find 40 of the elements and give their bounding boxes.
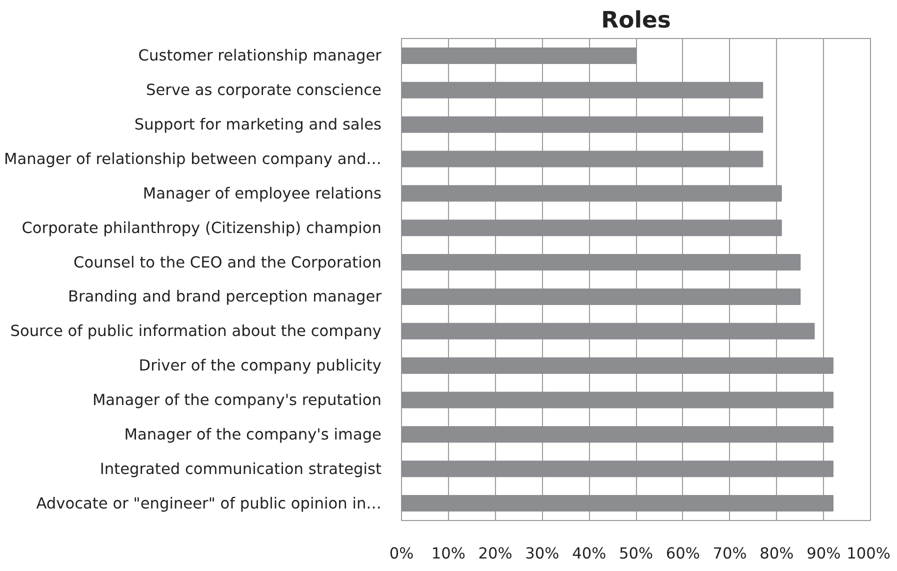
bar: [402, 322, 815, 340]
bar: [402, 150, 764, 168]
y-tick-label: Source of public information about the company: [10, 322, 382, 340]
bar: [402, 47, 636, 64]
y-tick-label: Manager of relationship between company and…: [4, 150, 382, 168]
x-tick-label: 70%: [712, 544, 747, 562]
bar: [402, 392, 834, 408]
y-tick-label: Integrated communication strategist: [100, 460, 382, 478]
y-tick-label: Manager of the company's image: [124, 425, 382, 444]
bar: [402, 116, 764, 133]
y-tick-label: Driver of the company publicity: [138, 356, 382, 375]
y-tick-label: Support for marketing and sales: [134, 116, 382, 134]
bar: [402, 82, 764, 98]
bar: [402, 254, 801, 271]
y-tick-label: Manager of the company's reputation: [92, 391, 382, 409]
y-tick-label: Advocate or "engineer" of public opinion in…: [36, 494, 382, 512]
x-tick-label: 0%: [389, 544, 414, 562]
bar: [402, 288, 801, 305]
x-tick-label: 90%: [806, 544, 841, 562]
x-tick-label: 60%: [666, 544, 700, 562]
x-tick-label: 10%: [431, 544, 466, 562]
x-tick-label: 80%: [760, 544, 794, 562]
y-tick-label: Manager of employee relations: [142, 184, 382, 202]
bar: [402, 185, 782, 202]
bar: [402, 426, 834, 443]
bar: [402, 460, 834, 478]
y-tick-label: Counsel to the CEO and the Corporation: [74, 253, 382, 272]
bar: [402, 495, 834, 512]
bar: [402, 357, 834, 374]
x-tick-label: 50%: [618, 544, 654, 562]
x-tick-label: 100%: [846, 544, 891, 562]
x-tick-label: 30%: [525, 544, 560, 562]
y-tick-label: Serve as corporate conscience: [146, 81, 382, 100]
x-tick-label: 20%: [478, 544, 512, 562]
y-tick-label: Branding and brand perception manager: [68, 288, 382, 306]
chart-title: Roles: [601, 8, 671, 34]
y-tick-label: Corporate philanthropy (Citizenship) champion: [22, 218, 382, 237]
x-tick-label: 40%: [572, 544, 606, 562]
bar: [402, 220, 782, 236]
y-tick-label: Customer relationship manager: [138, 46, 382, 65]
